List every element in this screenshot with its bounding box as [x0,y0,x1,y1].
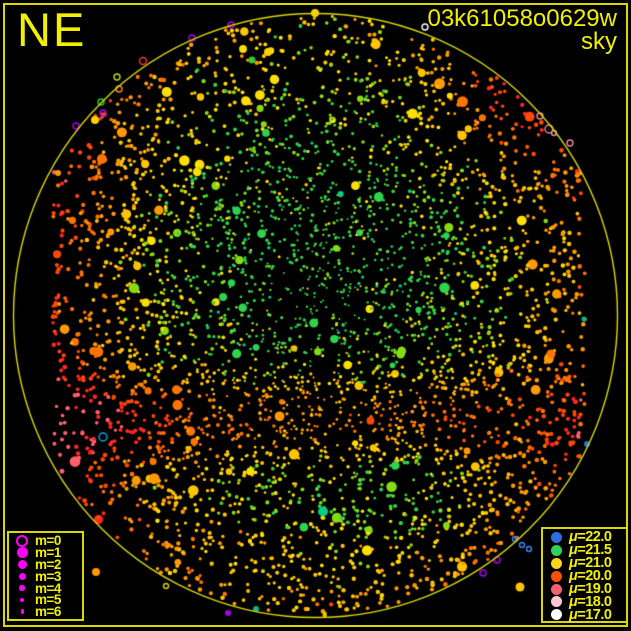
magnitude-legend-label: m=3 [35,568,61,584]
mu-legend-label: μ=20.0 [569,568,612,585]
magnitude-legend-row: m=1 [9,545,82,561]
magnitude-legend-row: m=5 [9,592,82,608]
mu-color-swatch-icon [543,557,569,569]
magnitude-legend-row: m=4 [9,580,82,596]
magnitude-marker-dot-icon [9,572,35,580]
mu-color-swatch-icon [543,531,569,543]
mu-legend-row: μ=20.0 [543,568,626,585]
mu-color-swatch-icon [543,609,569,621]
magnitude-legend-row: m=2 [9,557,82,572]
mu-legend-row: μ=21.5 [543,542,626,559]
magnitude-legend-label: m=2 [35,557,61,572]
magnitude-legend-label: m=0 [35,533,61,549]
mu-legend-label: μ=22.0 [569,529,612,546]
mu-legend-row: μ=21.0 [543,555,626,572]
mu-legend-row: μ=19.0 [543,581,626,598]
magnitude-marker-ring-icon [9,534,35,547]
magnitude-marker-dot-icon [9,585,35,591]
magnitude-legend-label: m=1 [35,545,61,561]
mu-legend-label: μ=18.0 [569,593,612,610]
plot-frame [3,3,628,627]
magnitude-legend-row: m=6 [9,604,82,620]
exposure-title: 03k61058o0629w [427,5,617,32]
mu-color-swatch-icon [543,570,569,582]
mu-color-swatch-icon [543,596,569,608]
plot-subtitle-sky: sky [581,28,617,55]
magnitude-size-legend: m=0 m=1 m=2 m=3 m=4 m=5 m=6 [7,531,84,621]
magnitude-marker-dot-icon [9,547,35,559]
magnitude-marker-dash-icon [9,609,35,615]
magnitude-legend-label: m=5 [35,592,61,608]
mu-color-swatch-icon [543,544,569,556]
magnitude-legend-row: m=3 [9,568,82,584]
magnitude-legend-row: m=0 [9,533,82,549]
magnitude-marker-dot-icon [9,559,35,569]
mu-legend-row: μ=17.0 [543,606,626,623]
mu-legend-label: μ=21.0 [569,555,612,572]
mu-legend-label: μ=19.0 [569,581,612,598]
mu-color-legend: μ=22.0 μ=21.5 μ=21.0 μ=20.0 μ=19.0 μ=18.0 μ=17… [541,527,628,623]
magnitude-legend-label: m=4 [35,580,61,596]
magnitude-legend-label: m=6 [35,604,61,620]
mu-legend-row: μ=22.0 [543,529,626,546]
magnitude-marker-dot-icon [9,597,35,602]
mu-legend-row: μ=18.0 [543,593,626,610]
mu-legend-label: μ=21.5 [569,542,612,559]
mu-color-swatch-icon [543,583,569,595]
mu-legend-label: μ=17.0 [569,606,612,623]
orientation-label-ne: NE [17,3,87,56]
title-block: 03k61058o0629w sky [427,5,617,55]
